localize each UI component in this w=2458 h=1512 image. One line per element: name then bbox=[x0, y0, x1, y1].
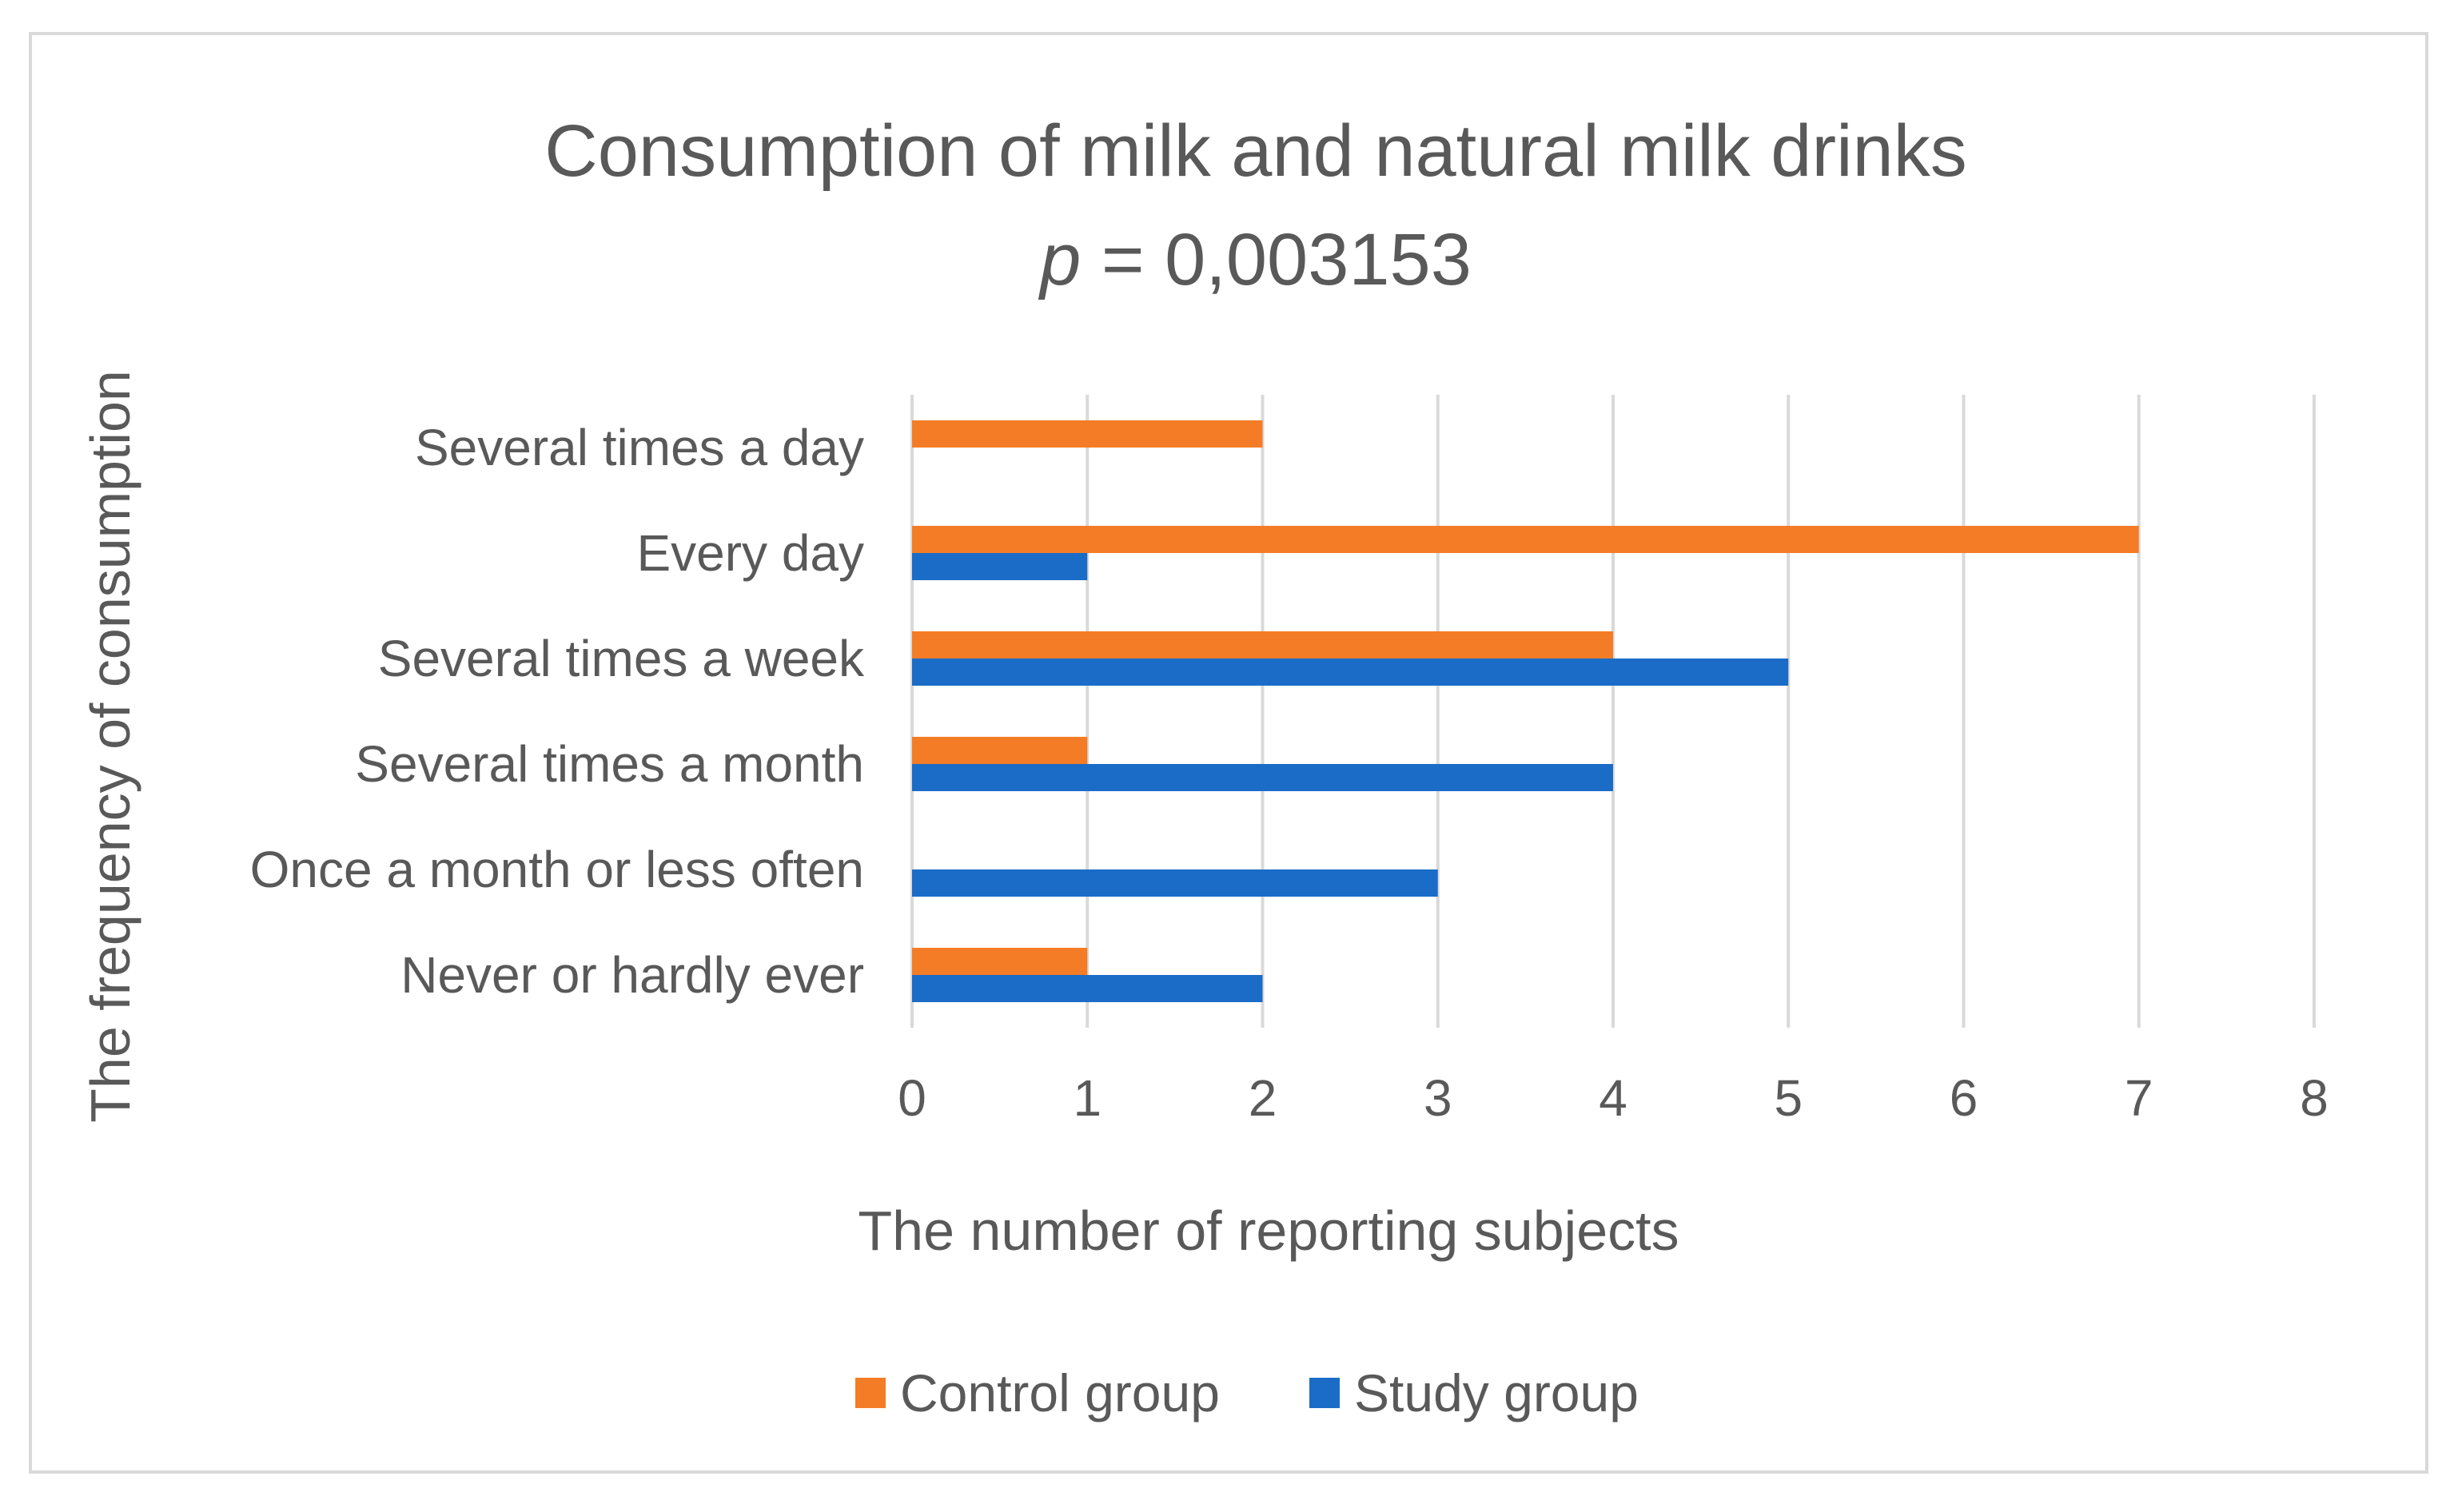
bar-chart: Consumption of milk and natural milk dri… bbox=[79, 110, 2329, 1422]
category-label-once-a-month-or-less-often: Once a month or less often bbox=[250, 841, 864, 898]
x-tick-5: 5 bbox=[1774, 1069, 1803, 1127]
x-tick-7: 7 bbox=[2125, 1069, 2153, 1127]
category-label-several-times-a-day: Several times a day bbox=[415, 419, 864, 476]
chart-frame: Consumption of milk and natural milk dri… bbox=[29, 32, 2428, 1474]
category-label-several-times-a-week: Several times a week bbox=[378, 630, 865, 687]
bar-study-group-once-a-month-or-less-often bbox=[912, 869, 1438, 897]
bar-study-group-every-day bbox=[912, 553, 1088, 580]
x-tick-4: 4 bbox=[1599, 1069, 1627, 1127]
x-tick-8: 8 bbox=[2300, 1069, 2329, 1127]
gridlines bbox=[910, 395, 2316, 1028]
legend-swatch-control-group bbox=[855, 1378, 886, 1408]
chart-subtitle: p = 0,003153 bbox=[1038, 219, 1472, 300]
bar-control-group-never-or-hardly-ever bbox=[912, 948, 1088, 975]
bars bbox=[912, 420, 2139, 1002]
chart-title: Consumption of milk and natural milk dri… bbox=[544, 110, 1966, 192]
bar-study-group-never-or-hardly-ever bbox=[912, 975, 1263, 1002]
bar-control-group-several-times-a-month bbox=[912, 737, 1088, 764]
legend: Control group Study group bbox=[855, 1363, 1639, 1422]
category-label-several-times-a-month: Several times a month bbox=[355, 735, 864, 793]
bar-control-group-several-times-a-week bbox=[912, 631, 1613, 659]
bar-study-group-several-times-a-week bbox=[912, 659, 1789, 686]
category-labels: Several times a day Every day Several time… bbox=[250, 419, 865, 1004]
category-label-never-or-hardly-ever: Never or hardly ever bbox=[400, 946, 864, 1004]
y-axis-title: The frequency of consumption bbox=[79, 370, 141, 1123]
legend-label-study-group: Study group bbox=[1354, 1363, 1639, 1422]
category-label-every-day: Every day bbox=[636, 524, 864, 582]
legend-label-control-group: Control group bbox=[900, 1363, 1220, 1422]
x-axis-title: The number of reporting subjects bbox=[858, 1200, 1679, 1262]
x-tick-0: 0 bbox=[898, 1069, 926, 1127]
x-tick-labels: 0 1 2 3 4 5 6 7 8 bbox=[898, 1069, 2329, 1127]
x-tick-3: 3 bbox=[1424, 1069, 1452, 1127]
bar-control-group-several-times-a-day bbox=[912, 420, 1263, 448]
p-symbol: p bbox=[1038, 219, 1081, 300]
legend-swatch-study-group bbox=[1309, 1378, 1340, 1408]
p-value: = 0,003153 bbox=[1081, 219, 1472, 300]
x-tick-1: 1 bbox=[1073, 1069, 1102, 1127]
bar-control-group-every-day bbox=[912, 526, 2139, 553]
x-tick-6: 6 bbox=[1950, 1069, 1978, 1127]
x-tick-2: 2 bbox=[1249, 1069, 1277, 1127]
bar-study-group-several-times-a-month bbox=[912, 764, 1613, 791]
